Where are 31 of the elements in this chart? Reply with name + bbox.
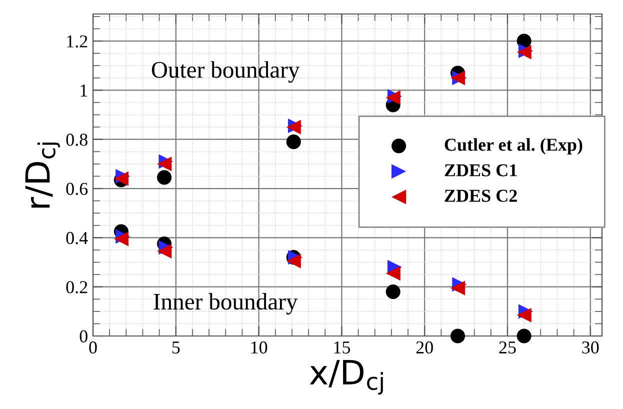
annotation: Inner boundary xyxy=(154,293,298,315)
y-axis-title: r/D$_{cj}$ xyxy=(25,142,60,208)
y-tick-label: 0.2 xyxy=(66,281,88,294)
legend-label: ZDES C2 xyxy=(444,190,517,202)
annotation: Outer boundary xyxy=(152,61,300,83)
y-tick-label: 0 xyxy=(80,330,88,342)
point xyxy=(286,254,301,268)
legend-label: Cutler et al. (Exp) xyxy=(444,138,582,155)
legend-label: ZDES C1 xyxy=(444,164,517,176)
x-tick-label: 20 xyxy=(416,341,433,354)
x-tick-label: 15 xyxy=(334,341,350,354)
y-tick-label: 0.6 xyxy=(66,182,88,196)
y-tick-label: 0.8 xyxy=(66,134,88,146)
point xyxy=(286,134,301,150)
point xyxy=(157,170,172,185)
y-tick-label: 0.4 xyxy=(66,232,88,244)
point xyxy=(386,266,400,281)
x-axis-title: x/D$_{cj}$ xyxy=(310,360,383,395)
x-tick-label: 30 xyxy=(582,341,599,354)
x-tick-label: 25 xyxy=(499,341,516,354)
point xyxy=(157,244,172,258)
point xyxy=(516,308,532,322)
y-tick-label: 1 xyxy=(80,84,88,96)
point xyxy=(516,328,532,344)
x-tick-label: 10 xyxy=(251,341,268,354)
x-tick-label: 0 xyxy=(89,341,97,354)
point xyxy=(450,280,466,296)
x-tick-label: 5 xyxy=(172,342,180,354)
point xyxy=(386,284,400,300)
point xyxy=(450,328,466,344)
y-tick-label: 1.2 xyxy=(67,35,88,48)
